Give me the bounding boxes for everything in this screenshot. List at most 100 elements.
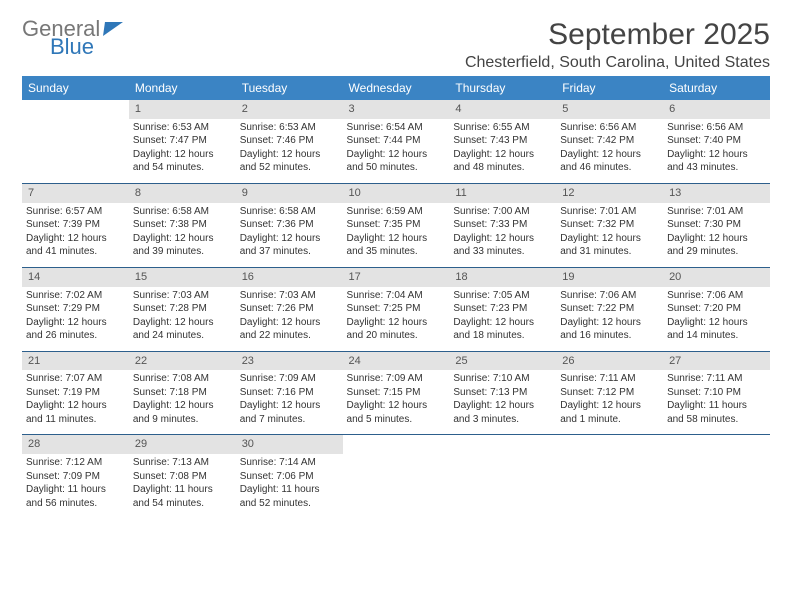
calendar-table: SundayMondayTuesdayWednesdayThursdayFrid…	[22, 76, 770, 518]
calendar-cell: 8Sunrise: 6:58 AMSunset: 7:38 PMDaylight…	[129, 183, 236, 267]
day-body: Sunrise: 7:09 AMSunset: 7:15 PMDaylight:…	[343, 370, 450, 434]
sunrise-line: Sunrise: 7:01 AM	[667, 205, 766, 219]
day-body: Sunrise: 7:02 AMSunset: 7:29 PMDaylight:…	[22, 287, 129, 351]
sunrise-line: Sunrise: 6:53 AM	[240, 121, 339, 135]
sunset-line: Sunset: 7:26 PM	[240, 302, 339, 316]
calendar-cell: 11Sunrise: 7:00 AMSunset: 7:33 PMDayligh…	[449, 183, 556, 267]
calendar-cell: 13Sunrise: 7:01 AMSunset: 7:30 PMDayligh…	[663, 183, 770, 267]
day-body: Sunrise: 6:55 AMSunset: 7:43 PMDaylight:…	[449, 119, 556, 183]
day-body: Sunrise: 7:00 AMSunset: 7:33 PMDaylight:…	[449, 203, 556, 267]
day-body: Sunrise: 7:01 AMSunset: 7:32 PMDaylight:…	[556, 203, 663, 267]
day-body: Sunrise: 6:54 AMSunset: 7:44 PMDaylight:…	[343, 119, 450, 183]
daylight-line: Daylight: 12 hours and 1 minute.	[560, 399, 659, 426]
sunrise-line: Sunrise: 7:02 AM	[26, 289, 125, 303]
daylight-line: Daylight: 12 hours and 24 minutes.	[133, 316, 232, 343]
day-number: 2	[236, 100, 343, 119]
calendar-cell: 20Sunrise: 7:06 AMSunset: 7:20 PMDayligh…	[663, 267, 770, 351]
day-number: 24	[343, 352, 450, 371]
sunset-line: Sunset: 7:29 PM	[26, 302, 125, 316]
calendar-cell: 26Sunrise: 7:11 AMSunset: 7:12 PMDayligh…	[556, 351, 663, 435]
sunset-line: Sunset: 7:43 PM	[453, 134, 552, 148]
day-number: 3	[343, 100, 450, 119]
calendar-cell: 28Sunrise: 7:12 AMSunset: 7:09 PMDayligh…	[22, 435, 129, 518]
calendar-cell: 27Sunrise: 7:11 AMSunset: 7:10 PMDayligh…	[663, 351, 770, 435]
sunrise-line: Sunrise: 7:13 AM	[133, 456, 232, 470]
day-body: Sunrise: 7:07 AMSunset: 7:19 PMDaylight:…	[22, 370, 129, 434]
daylight-line: Daylight: 12 hours and 9 minutes.	[133, 399, 232, 426]
day-body: Sunrise: 6:58 AMSunset: 7:36 PMDaylight:…	[236, 203, 343, 267]
calendar-cell: 3Sunrise: 6:54 AMSunset: 7:44 PMDaylight…	[343, 100, 450, 183]
sunrise-line: Sunrise: 7:07 AM	[26, 372, 125, 386]
logo-line2: Blue	[50, 36, 100, 58]
calendar-cell: 18Sunrise: 7:05 AMSunset: 7:23 PMDayligh…	[449, 267, 556, 351]
sunrise-line: Sunrise: 7:00 AM	[453, 205, 552, 219]
day-number: 5	[556, 100, 663, 119]
daylight-line: Daylight: 12 hours and 48 minutes.	[453, 148, 552, 175]
day-number: 8	[129, 184, 236, 203]
calendar-cell: 25Sunrise: 7:10 AMSunset: 7:13 PMDayligh…	[449, 351, 556, 435]
calendar-cell: 15Sunrise: 7:03 AMSunset: 7:28 PMDayligh…	[129, 267, 236, 351]
day-number: 11	[449, 184, 556, 203]
daylight-line: Daylight: 12 hours and 7 minutes.	[240, 399, 339, 426]
day-number: 12	[556, 184, 663, 203]
sunrise-line: Sunrise: 7:09 AM	[240, 372, 339, 386]
daylight-line: Daylight: 11 hours and 58 minutes.	[667, 399, 766, 426]
day-body: Sunrise: 7:03 AMSunset: 7:28 PMDaylight:…	[129, 287, 236, 351]
sunset-line: Sunset: 7:47 PM	[133, 134, 232, 148]
calendar-cell: 22Sunrise: 7:08 AMSunset: 7:18 PMDayligh…	[129, 351, 236, 435]
daylight-line: Daylight: 12 hours and 14 minutes.	[667, 316, 766, 343]
weekday-header: Monday	[129, 76, 236, 100]
sunrise-line: Sunrise: 6:59 AM	[347, 205, 446, 219]
sunset-line: Sunset: 7:16 PM	[240, 386, 339, 400]
calendar-cell: 30Sunrise: 7:14 AMSunset: 7:06 PMDayligh…	[236, 435, 343, 518]
sunrise-line: Sunrise: 7:09 AM	[347, 372, 446, 386]
day-number: 29	[129, 435, 236, 454]
day-number: 1	[129, 100, 236, 119]
sunrise-line: Sunrise: 7:11 AM	[560, 372, 659, 386]
weekday-header: Wednesday	[343, 76, 450, 100]
daylight-line: Daylight: 12 hours and 41 minutes.	[26, 232, 125, 259]
sunset-line: Sunset: 7:23 PM	[453, 302, 552, 316]
daylight-line: Daylight: 12 hours and 46 minutes.	[560, 148, 659, 175]
day-number: 20	[663, 268, 770, 287]
day-body: Sunrise: 7:04 AMSunset: 7:25 PMDaylight:…	[343, 287, 450, 351]
day-number: 10	[343, 184, 450, 203]
sunrise-line: Sunrise: 7:03 AM	[240, 289, 339, 303]
sunset-line: Sunset: 7:12 PM	[560, 386, 659, 400]
day-body: Sunrise: 6:56 AMSunset: 7:40 PMDaylight:…	[663, 119, 770, 183]
calendar-header: SundayMondayTuesdayWednesdayThursdayFrid…	[22, 76, 770, 100]
day-body: Sunrise: 7:08 AMSunset: 7:18 PMDaylight:…	[129, 370, 236, 434]
day-body: Sunrise: 6:58 AMSunset: 7:38 PMDaylight:…	[129, 203, 236, 267]
daylight-line: Daylight: 12 hours and 31 minutes.	[560, 232, 659, 259]
daylight-line: Daylight: 12 hours and 52 minutes.	[240, 148, 339, 175]
sunrise-line: Sunrise: 7:06 AM	[560, 289, 659, 303]
sunrise-line: Sunrise: 7:06 AM	[667, 289, 766, 303]
day-body: Sunrise: 7:03 AMSunset: 7:26 PMDaylight:…	[236, 287, 343, 351]
sunset-line: Sunset: 7:15 PM	[347, 386, 446, 400]
sunrise-line: Sunrise: 7:05 AM	[453, 289, 552, 303]
day-number: 22	[129, 352, 236, 371]
sunset-line: Sunset: 7:06 PM	[240, 470, 339, 484]
day-number: 6	[663, 100, 770, 119]
daylight-line: Daylight: 12 hours and 50 minutes.	[347, 148, 446, 175]
sunset-line: Sunset: 7:22 PM	[560, 302, 659, 316]
calendar-cell	[663, 435, 770, 518]
calendar-cell: 29Sunrise: 7:13 AMSunset: 7:08 PMDayligh…	[129, 435, 236, 518]
calendar-cell: 6Sunrise: 6:56 AMSunset: 7:40 PMDaylight…	[663, 100, 770, 183]
sunset-line: Sunset: 7:36 PM	[240, 218, 339, 232]
daylight-line: Daylight: 11 hours and 56 minutes.	[26, 483, 125, 510]
day-body: Sunrise: 7:13 AMSunset: 7:08 PMDaylight:…	[129, 454, 236, 518]
calendar-cell: 21Sunrise: 7:07 AMSunset: 7:19 PMDayligh…	[22, 351, 129, 435]
sunrise-line: Sunrise: 7:01 AM	[560, 205, 659, 219]
daylight-line: Daylight: 12 hours and 3 minutes.	[453, 399, 552, 426]
day-body: Sunrise: 6:53 AMSunset: 7:47 PMDaylight:…	[129, 119, 236, 183]
daylight-line: Daylight: 12 hours and 26 minutes.	[26, 316, 125, 343]
sunset-line: Sunset: 7:13 PM	[453, 386, 552, 400]
calendar-cell: 4Sunrise: 6:55 AMSunset: 7:43 PMDaylight…	[449, 100, 556, 183]
calendar-cell	[449, 435, 556, 518]
sunset-line: Sunset: 7:32 PM	[560, 218, 659, 232]
day-body: Sunrise: 7:06 AMSunset: 7:22 PMDaylight:…	[556, 287, 663, 351]
day-number: 14	[22, 268, 129, 287]
calendar-week: 14Sunrise: 7:02 AMSunset: 7:29 PMDayligh…	[22, 267, 770, 351]
calendar-week: 28Sunrise: 7:12 AMSunset: 7:09 PMDayligh…	[22, 435, 770, 518]
